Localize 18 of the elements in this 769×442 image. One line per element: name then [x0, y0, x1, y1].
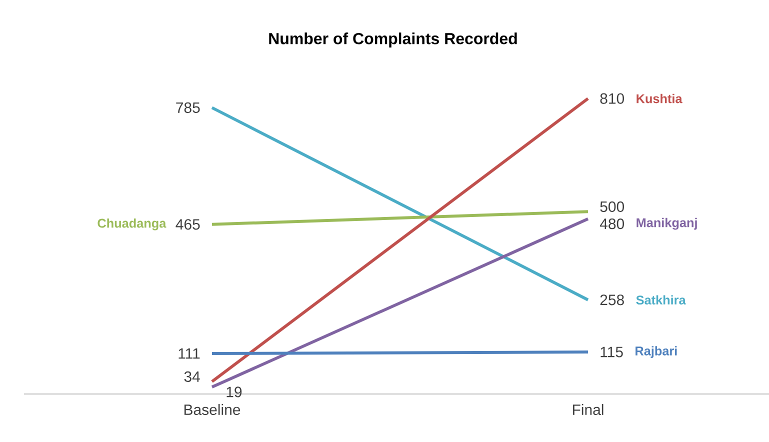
data-label: 810	[600, 93, 624, 104]
text: Kushtia	[636, 94, 682, 104]
x-tick-label: Baseline	[184, 404, 240, 416]
text: Chuadanga	[98, 218, 166, 230]
data-label: 785	[176, 102, 200, 113]
data-label: 19	[226, 386, 242, 398]
data-label: 480	[600, 218, 624, 230]
x-tick-label: Final	[572, 404, 604, 416]
text: Manikganj	[636, 218, 697, 230]
text: Satkhira	[636, 295, 686, 305]
data-label: 34	[184, 371, 200, 382]
data-label: 465	[176, 219, 200, 230]
chart-title: Number of Complaints Recorded	[269, 32, 517, 48]
data-label: 500	[600, 201, 624, 212]
data-label: 258	[600, 294, 624, 306]
data-label: 111	[178, 348, 200, 359]
text: Rajbari	[636, 346, 677, 358]
data-label: 115	[600, 346, 623, 358]
